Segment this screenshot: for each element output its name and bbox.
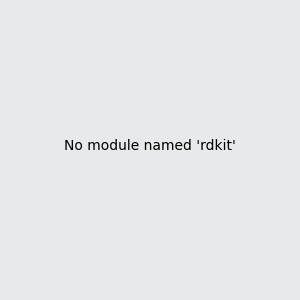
Text: No module named 'rdkit': No module named 'rdkit': [64, 139, 236, 153]
